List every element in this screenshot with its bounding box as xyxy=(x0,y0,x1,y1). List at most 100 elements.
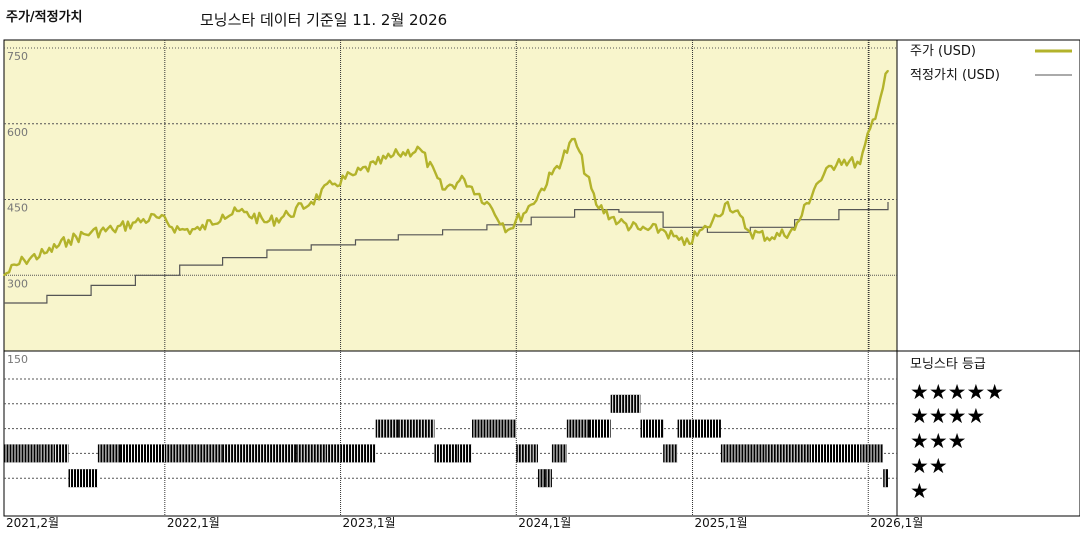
price-point xyxy=(266,221,268,224)
rating-segment xyxy=(551,444,567,463)
legend-fair-value-label: 적정가치 (USD) xyxy=(910,68,1000,83)
rating-segment xyxy=(457,444,473,463)
rating-segment-fill xyxy=(610,394,641,413)
chart-section-title: 주가/적정가치 xyxy=(6,10,83,25)
rating-segment xyxy=(472,419,487,438)
rating-segment xyxy=(883,469,888,488)
rating-segment-fill xyxy=(68,469,98,488)
legend-price-label: 주가 (USD) xyxy=(910,44,976,59)
price-point xyxy=(859,163,861,165)
price-point xyxy=(112,229,114,231)
price-point xyxy=(243,211,246,213)
rating-segment xyxy=(537,469,546,488)
price-point xyxy=(639,229,642,231)
y-tick-label: 600 xyxy=(7,126,28,139)
rating-3-stars: ★★★ xyxy=(910,429,966,453)
rating-segment-fill xyxy=(537,469,546,488)
price-point xyxy=(199,229,201,231)
price-point xyxy=(397,153,400,155)
rating-segment xyxy=(640,419,664,438)
rating-segment xyxy=(692,419,721,438)
price-point xyxy=(749,231,752,234)
rating-segment xyxy=(4,444,40,463)
price-point xyxy=(573,138,576,140)
rating-2-stars: ★★ xyxy=(910,454,948,478)
rating-segment xyxy=(809,444,861,463)
price-point xyxy=(662,229,664,231)
price-point xyxy=(551,173,553,176)
price-point xyxy=(23,259,26,261)
rating-segment-fill xyxy=(398,419,435,438)
rating-segment xyxy=(545,469,552,488)
data-source-caption: 모닝스타 데이터 기준일 11. 2월 2026 xyxy=(200,11,448,29)
price-point xyxy=(374,163,377,165)
price-point xyxy=(46,251,48,254)
price-point xyxy=(287,213,290,216)
rating-segment xyxy=(610,394,641,413)
rating-segment xyxy=(720,444,766,463)
price-point xyxy=(507,229,509,231)
price-point xyxy=(726,201,729,203)
rating-1-star: ★ xyxy=(910,479,929,503)
y-tick-label: 750 xyxy=(7,50,28,63)
price-point xyxy=(683,244,686,246)
price-panel-background xyxy=(4,40,897,351)
rating-segment xyxy=(164,444,223,463)
y-tick-label: 450 xyxy=(7,202,28,215)
price-point xyxy=(354,173,357,176)
rating-segment xyxy=(222,444,297,463)
fair-value-line xyxy=(4,202,889,304)
price-point xyxy=(595,203,598,206)
price-layer xyxy=(3,69,889,277)
rating-segment-fill xyxy=(222,444,297,463)
rating-segment xyxy=(531,444,538,463)
rating-segment xyxy=(68,469,99,488)
x-tick-label: 2025,1월 xyxy=(695,516,748,530)
chart-frame xyxy=(3,39,1080,517)
price-point xyxy=(486,201,488,203)
rating-segment xyxy=(765,444,810,463)
rating-segment xyxy=(120,444,166,463)
x-tick-labels: 2021,2월 2022,1월 2023,1월 2024,1월 2025,1월 2026,… xyxy=(6,516,923,530)
price-point xyxy=(887,69,889,72)
rating-segment xyxy=(663,444,678,463)
rating-segment xyxy=(53,444,69,463)
x-tick-label: 2023,1월 xyxy=(343,516,396,530)
price-point xyxy=(3,274,5,277)
price-point xyxy=(178,229,181,231)
y-tick-label: 300 xyxy=(7,277,28,290)
price-point xyxy=(618,221,620,224)
rating-segment xyxy=(566,419,590,438)
rating-segment xyxy=(860,444,884,463)
rating-segment xyxy=(325,444,341,463)
rating-segment-fill xyxy=(545,469,552,488)
rating-segment xyxy=(677,419,693,438)
rating-segment xyxy=(340,444,377,463)
price-point xyxy=(771,236,773,239)
price-point xyxy=(155,216,158,218)
rating-segment xyxy=(434,444,458,463)
price-point xyxy=(221,213,224,216)
rating-segment xyxy=(97,444,121,463)
y-tick-labels: 750 600 450 300 150 xyxy=(7,50,28,366)
rating-segment-fill xyxy=(486,419,517,438)
rating-4-stars: ★★★★ xyxy=(910,404,985,428)
price-point xyxy=(331,183,334,186)
x-tick-label: 2026,1월 xyxy=(870,516,923,530)
rating-bars xyxy=(4,394,888,488)
x-tick-label: 2024,1월 xyxy=(518,516,571,530)
rating-segment-fill xyxy=(531,444,538,463)
price-point xyxy=(90,231,92,234)
rating-segment xyxy=(375,419,399,438)
x-tick-label: 2021,2월 xyxy=(6,516,59,530)
rating-segment-fill xyxy=(296,444,326,463)
price-line xyxy=(3,69,889,277)
fair-value-layer xyxy=(4,202,889,304)
rating-legend-title: 모닝스타 등급 xyxy=(910,357,986,372)
rating-5-stars: ★★★★★ xyxy=(910,380,1004,404)
price-point xyxy=(134,221,137,224)
rating-segment xyxy=(516,444,532,463)
price-point xyxy=(310,201,312,203)
price-point xyxy=(67,239,70,241)
